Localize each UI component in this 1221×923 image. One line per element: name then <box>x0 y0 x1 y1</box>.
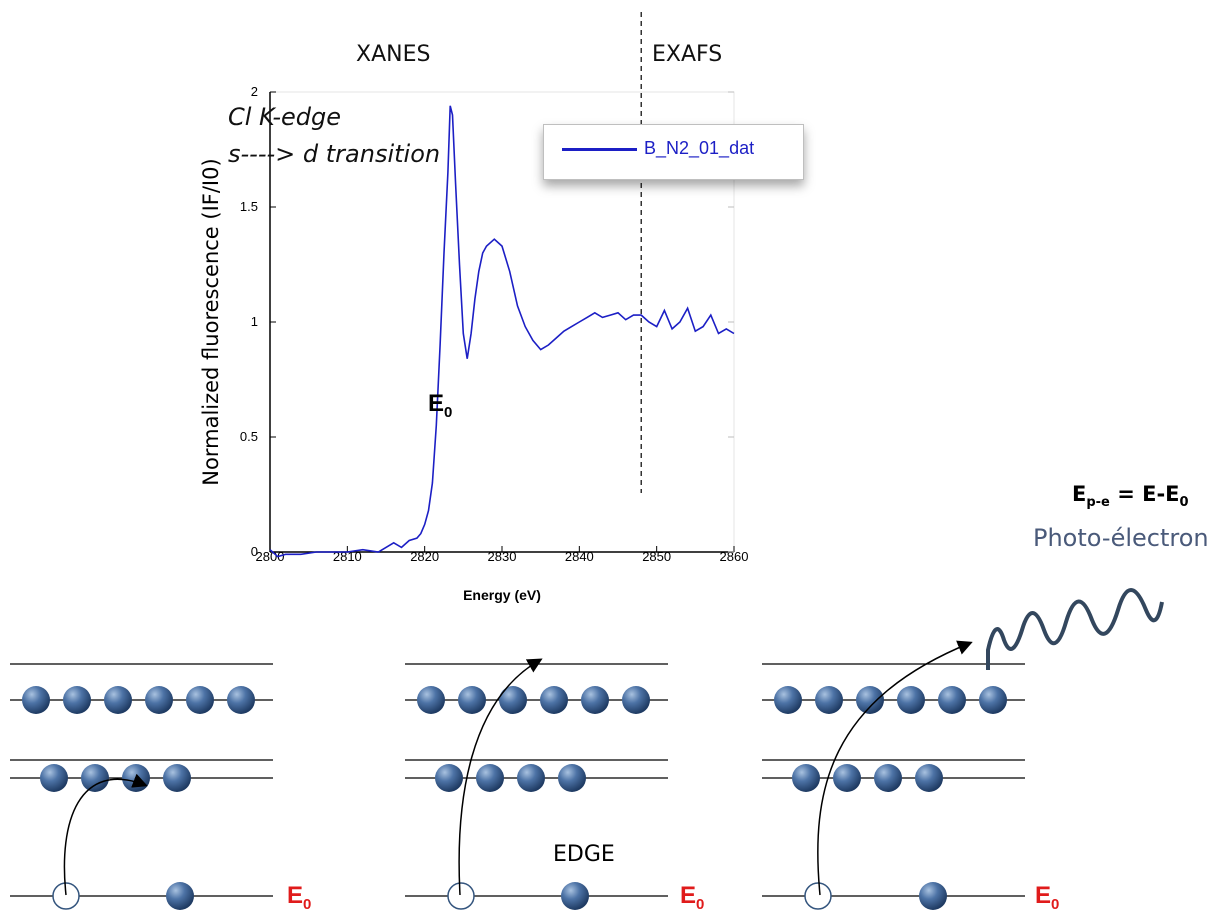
electron-atom <box>558 764 586 792</box>
transition-annotation: s----> d transition <box>228 140 441 168</box>
excitation-arrow <box>817 640 973 896</box>
x-tick-label: 2850 <box>642 549 671 564</box>
level-e0-sub-1: 0 <box>303 895 312 913</box>
electron-atom <box>874 764 902 792</box>
x-tick-label: 2800 <box>256 549 285 564</box>
level-e0-label-1: E0 <box>287 882 311 913</box>
electron-atom <box>186 686 214 714</box>
core-hole <box>447 882 475 910</box>
electron-atom <box>476 764 504 792</box>
electron-atom <box>40 764 68 792</box>
edge-label: EDGE <box>553 842 615 867</box>
y-tick-label: 1 <box>251 314 258 329</box>
electron-atom <box>417 686 445 714</box>
electron-atom <box>540 686 568 714</box>
series-line-b-n2-01-dat <box>269 105 735 558</box>
electron-atom <box>122 764 150 792</box>
electron-atom <box>815 686 843 714</box>
electron-atom <box>163 764 191 792</box>
electron-atom <box>499 686 527 714</box>
electron-atom <box>915 764 943 792</box>
e0-marker-text: E <box>428 390 445 417</box>
level-e0-label-2: E0 <box>680 882 704 913</box>
electron-atom <box>938 686 966 714</box>
x-tick-label: 2860 <box>720 549 749 564</box>
electron-atom <box>622 686 650 714</box>
legend-swatch <box>562 148 637 151</box>
electron-atom <box>581 686 609 714</box>
legend-label: B_N2_01_dat <box>644 138 755 158</box>
epe-eq: = E-E <box>1109 482 1180 506</box>
electron-atom <box>458 686 486 714</box>
epe-main: E <box>1072 482 1087 506</box>
xanes-label: XANES <box>356 42 431 67</box>
e0-marker: E0 <box>428 390 452 421</box>
epe-sub: p-e <box>1086 495 1110 511</box>
y-tick-label: 2 <box>251 84 258 99</box>
electron-atom <box>792 764 820 792</box>
chart-legend: B_N2_01_dat <box>543 124 804 180</box>
y-ticks: 0 0.5 1 1.5 2 <box>240 84 734 559</box>
x-tick-label: 2820 <box>410 549 439 564</box>
electron-atom <box>897 686 925 714</box>
epe-eq-sub: 0 <box>1179 495 1189 511</box>
electron-atom <box>774 686 802 714</box>
level-e0-sub-2: 0 <box>696 895 705 913</box>
y-axis-label: Normalized fluorescence (IF/I0) <box>199 158 223 485</box>
x-axis-label: Energy (eV) <box>463 587 541 603</box>
level-e0-text-1: E <box>287 882 304 909</box>
electron-atom <box>63 686 91 714</box>
core-electron-atom <box>561 882 589 910</box>
photoelectron-energy: Ep-e = E-E0 <box>1072 482 1189 510</box>
electron-atom <box>104 686 132 714</box>
level-e0-sub-3: 0 <box>1051 895 1060 913</box>
electron-atom <box>81 764 109 792</box>
core-electron-atom <box>919 882 947 910</box>
excitation-arrow <box>63 773 148 896</box>
electron-atom <box>22 686 50 714</box>
excitation-arrow <box>458 658 543 896</box>
level-e0-text-3: E <box>1035 882 1052 909</box>
edge-name-annotation: Cl K-edge <box>228 103 342 131</box>
level-e0-label-3: E0 <box>1035 882 1059 913</box>
photoelectron-wave <box>986 588 1164 670</box>
core-hole <box>52 882 80 910</box>
electron-atom <box>856 686 884 714</box>
level-e0-text-2: E <box>680 882 697 909</box>
core-electron-atom <box>166 882 194 910</box>
electron-atom <box>145 686 173 714</box>
electron-atom <box>227 686 255 714</box>
y-tick-label: 1.5 <box>240 199 258 214</box>
photoelectron-label: Photo-électron <box>1033 524 1209 552</box>
electron-atom <box>435 764 463 792</box>
exafs-label: EXAFS <box>652 42 723 67</box>
electron-atom <box>517 764 545 792</box>
electron-atom <box>833 764 861 792</box>
core-hole <box>804 882 832 910</box>
y-tick-label: 0.5 <box>240 429 258 444</box>
y-tick-label: 0 <box>251 544 258 559</box>
electron-atom <box>979 686 1007 714</box>
x-tick-label: 2830 <box>488 549 517 564</box>
x-tick-label: 2840 <box>565 549 594 564</box>
e0-marker-sub: 0 <box>444 403 453 421</box>
